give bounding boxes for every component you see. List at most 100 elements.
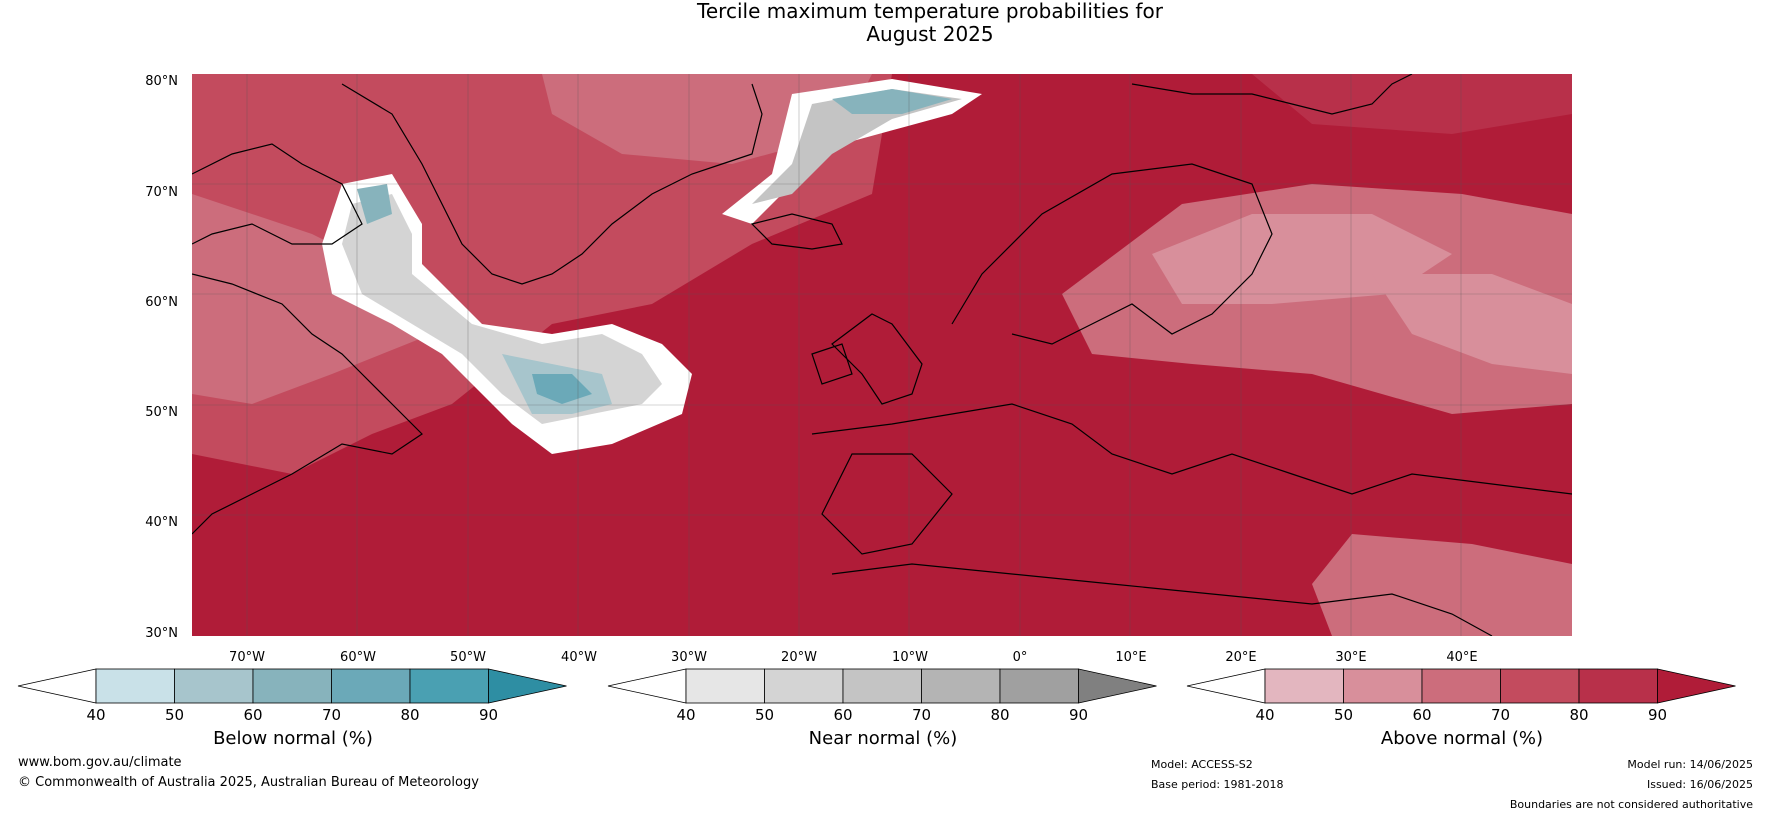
title-line-2: August 2025: [866, 22, 994, 46]
lon-label-40e: 40°E: [1446, 650, 1478, 665]
below-colorbar-segment: [95, 668, 175, 704]
above-colorbar-segment: [1421, 668, 1501, 704]
near-colorbar-tick: 50: [754, 706, 775, 724]
region-arctic-80: [1252, 74, 1572, 134]
near-colorbar-under: [607, 668, 687, 704]
coast-baffin: [192, 143, 363, 245]
coast-north-africa: [831, 563, 1493, 636]
colorbar-near-normal: Near normal (%) 40 50 60 70 80 90: [607, 668, 1158, 749]
lon-label-10w: 10°W: [892, 650, 928, 665]
footer-model: Model: ACCESS-S2: [1151, 758, 1253, 771]
below-colorbar-tick: 40: [86, 706, 106, 724]
near-colorbar-tick: 80: [990, 706, 1010, 724]
near-colorbar-segment: [842, 668, 922, 704]
region-below-normal-70-west: [357, 184, 392, 224]
region-greenland-sea-grey: [752, 89, 962, 204]
graticule: [192, 74, 1572, 636]
below-colorbar-tick: 60: [243, 706, 263, 724]
near-colorbar-segment: [764, 668, 844, 704]
lon-label-0: 0°: [1012, 650, 1028, 665]
colorbar-below-swatches: [17, 668, 567, 704]
lon-label-20w: 20°W: [781, 650, 817, 665]
near-colorbar-over: [1078, 668, 1157, 704]
footer-website: www.bom.gov.au/climate: [18, 755, 182, 770]
near-colorbar-tick: 60: [833, 706, 853, 724]
below-colorbar-tick: 50: [164, 706, 185, 724]
colorbar-above-normal: Above normal (%) 40 50 60 70 80 90: [1186, 668, 1737, 749]
near-colorbar-segment: [921, 668, 1001, 704]
below-colorbar-segment: [174, 668, 254, 704]
lon-label-50w: 50°W: [450, 650, 486, 665]
above-colorbar-tick: 90: [1647, 706, 1668, 724]
below-colorbar-under: [17, 668, 97, 704]
colorbar-near-swatches: [607, 668, 1157, 704]
probability-map: [192, 74, 1572, 636]
region-near-normal-grey: [342, 194, 662, 424]
below-colorbar-tick: 70: [321, 706, 342, 724]
above-colorbar-tick: 70: [1490, 706, 1511, 724]
above-colorbar-over: [1657, 668, 1736, 704]
above-colorbar-segment: [1500, 668, 1580, 704]
near-colorbar-tick: 70: [911, 706, 932, 724]
footer-model-run: Model run: 14/06/2025: [1627, 758, 1753, 771]
title-line-1: Tercile maximum temperature probabilitie…: [697, 0, 1163, 23]
below-colorbar-segment: [252, 668, 332, 704]
colorbar-below-title: Below normal (%): [213, 728, 373, 749]
above-colorbar-segment: [1343, 668, 1423, 704]
coast-europe-south: [811, 403, 1572, 495]
below-colorbar-tick: 90: [478, 706, 499, 724]
region-below-normal-80: [532, 374, 592, 404]
near-colorbar-tick: 40: [676, 706, 696, 724]
above-colorbar-tick: 60: [1412, 706, 1432, 724]
region-russia-50: [1372, 274, 1572, 374]
above-colorbar-segment: [1578, 668, 1658, 704]
lat-label-80n: 80°N: [145, 74, 178, 89]
near-colorbar-segment: [999, 668, 1079, 704]
lon-label-40w: 40°W: [561, 650, 597, 665]
above-colorbar-tick: 80: [1569, 706, 1589, 724]
above-colorbar-tick: 40: [1255, 706, 1275, 724]
lat-label-70n: 70°N: [145, 185, 178, 200]
colorbar-below-normal: Below normal (%) 40 50 60 70 80 90: [17, 668, 568, 749]
colorbar-near-title: Near normal (%): [808, 728, 958, 749]
coast-iberia: [821, 453, 953, 555]
coastlines: [192, 74, 1572, 636]
above-colorbar-tick: 50: [1333, 706, 1354, 724]
lon-label-30e: 30°E: [1335, 650, 1367, 665]
lat-label-50n: 50°N: [145, 405, 178, 420]
colorbar-above-swatches: [1186, 668, 1736, 704]
lon-label-20e: 20°E: [1225, 650, 1257, 665]
lat-label-60n: 60°N: [145, 295, 178, 310]
region-above-70: [192, 74, 892, 474]
lat-label-30n: 30°N: [145, 626, 178, 641]
coast-labrador: [192, 273, 423, 535]
coast-iceland: [750, 213, 843, 250]
footer-base-period: Base period: 1981-2018: [1151, 778, 1284, 791]
below-colorbar-tick: 80: [400, 706, 420, 724]
lon-label-70w: 70°W: [229, 650, 265, 665]
region-greenland-sea-blue: [832, 89, 952, 114]
lat-label-40n: 40°N: [145, 515, 178, 530]
footer-issued: Issued: 16/06/2025: [1646, 778, 1753, 791]
map-canvas: [192, 74, 1572, 636]
below-colorbar-over: [488, 668, 567, 704]
coast-ireland: [811, 343, 853, 385]
region-middle-east-60: [1312, 534, 1572, 636]
colorbar-above-title: Above normal (%): [1380, 728, 1544, 749]
lon-label-10e: 10°E: [1115, 650, 1147, 665]
near-colorbar-tick: 90: [1068, 706, 1089, 724]
near-colorbar-segment: [685, 668, 765, 704]
above-colorbar-segment: [1264, 668, 1344, 704]
region-above-60: [192, 194, 432, 404]
lon-label-30w: 30°W: [671, 650, 707, 665]
coast-scandinavia: [951, 163, 1273, 345]
map-title: Tercile maximum temperature probabilitie…: [0, 0, 1770, 46]
below-colorbar-segment: [331, 668, 411, 704]
below-colorbar-segment: [409, 668, 489, 704]
lon-label-60w: 60°W: [340, 650, 376, 665]
footer-copyright: © Commonwealth of Australia 2025, Austra…: [18, 775, 479, 790]
coast-britain: [831, 313, 923, 405]
above-colorbar-under: [1186, 668, 1266, 704]
coast-svalbard: [1131, 74, 1413, 115]
footer-disclaimer: Boundaries are not considered authoritat…: [1509, 798, 1753, 811]
